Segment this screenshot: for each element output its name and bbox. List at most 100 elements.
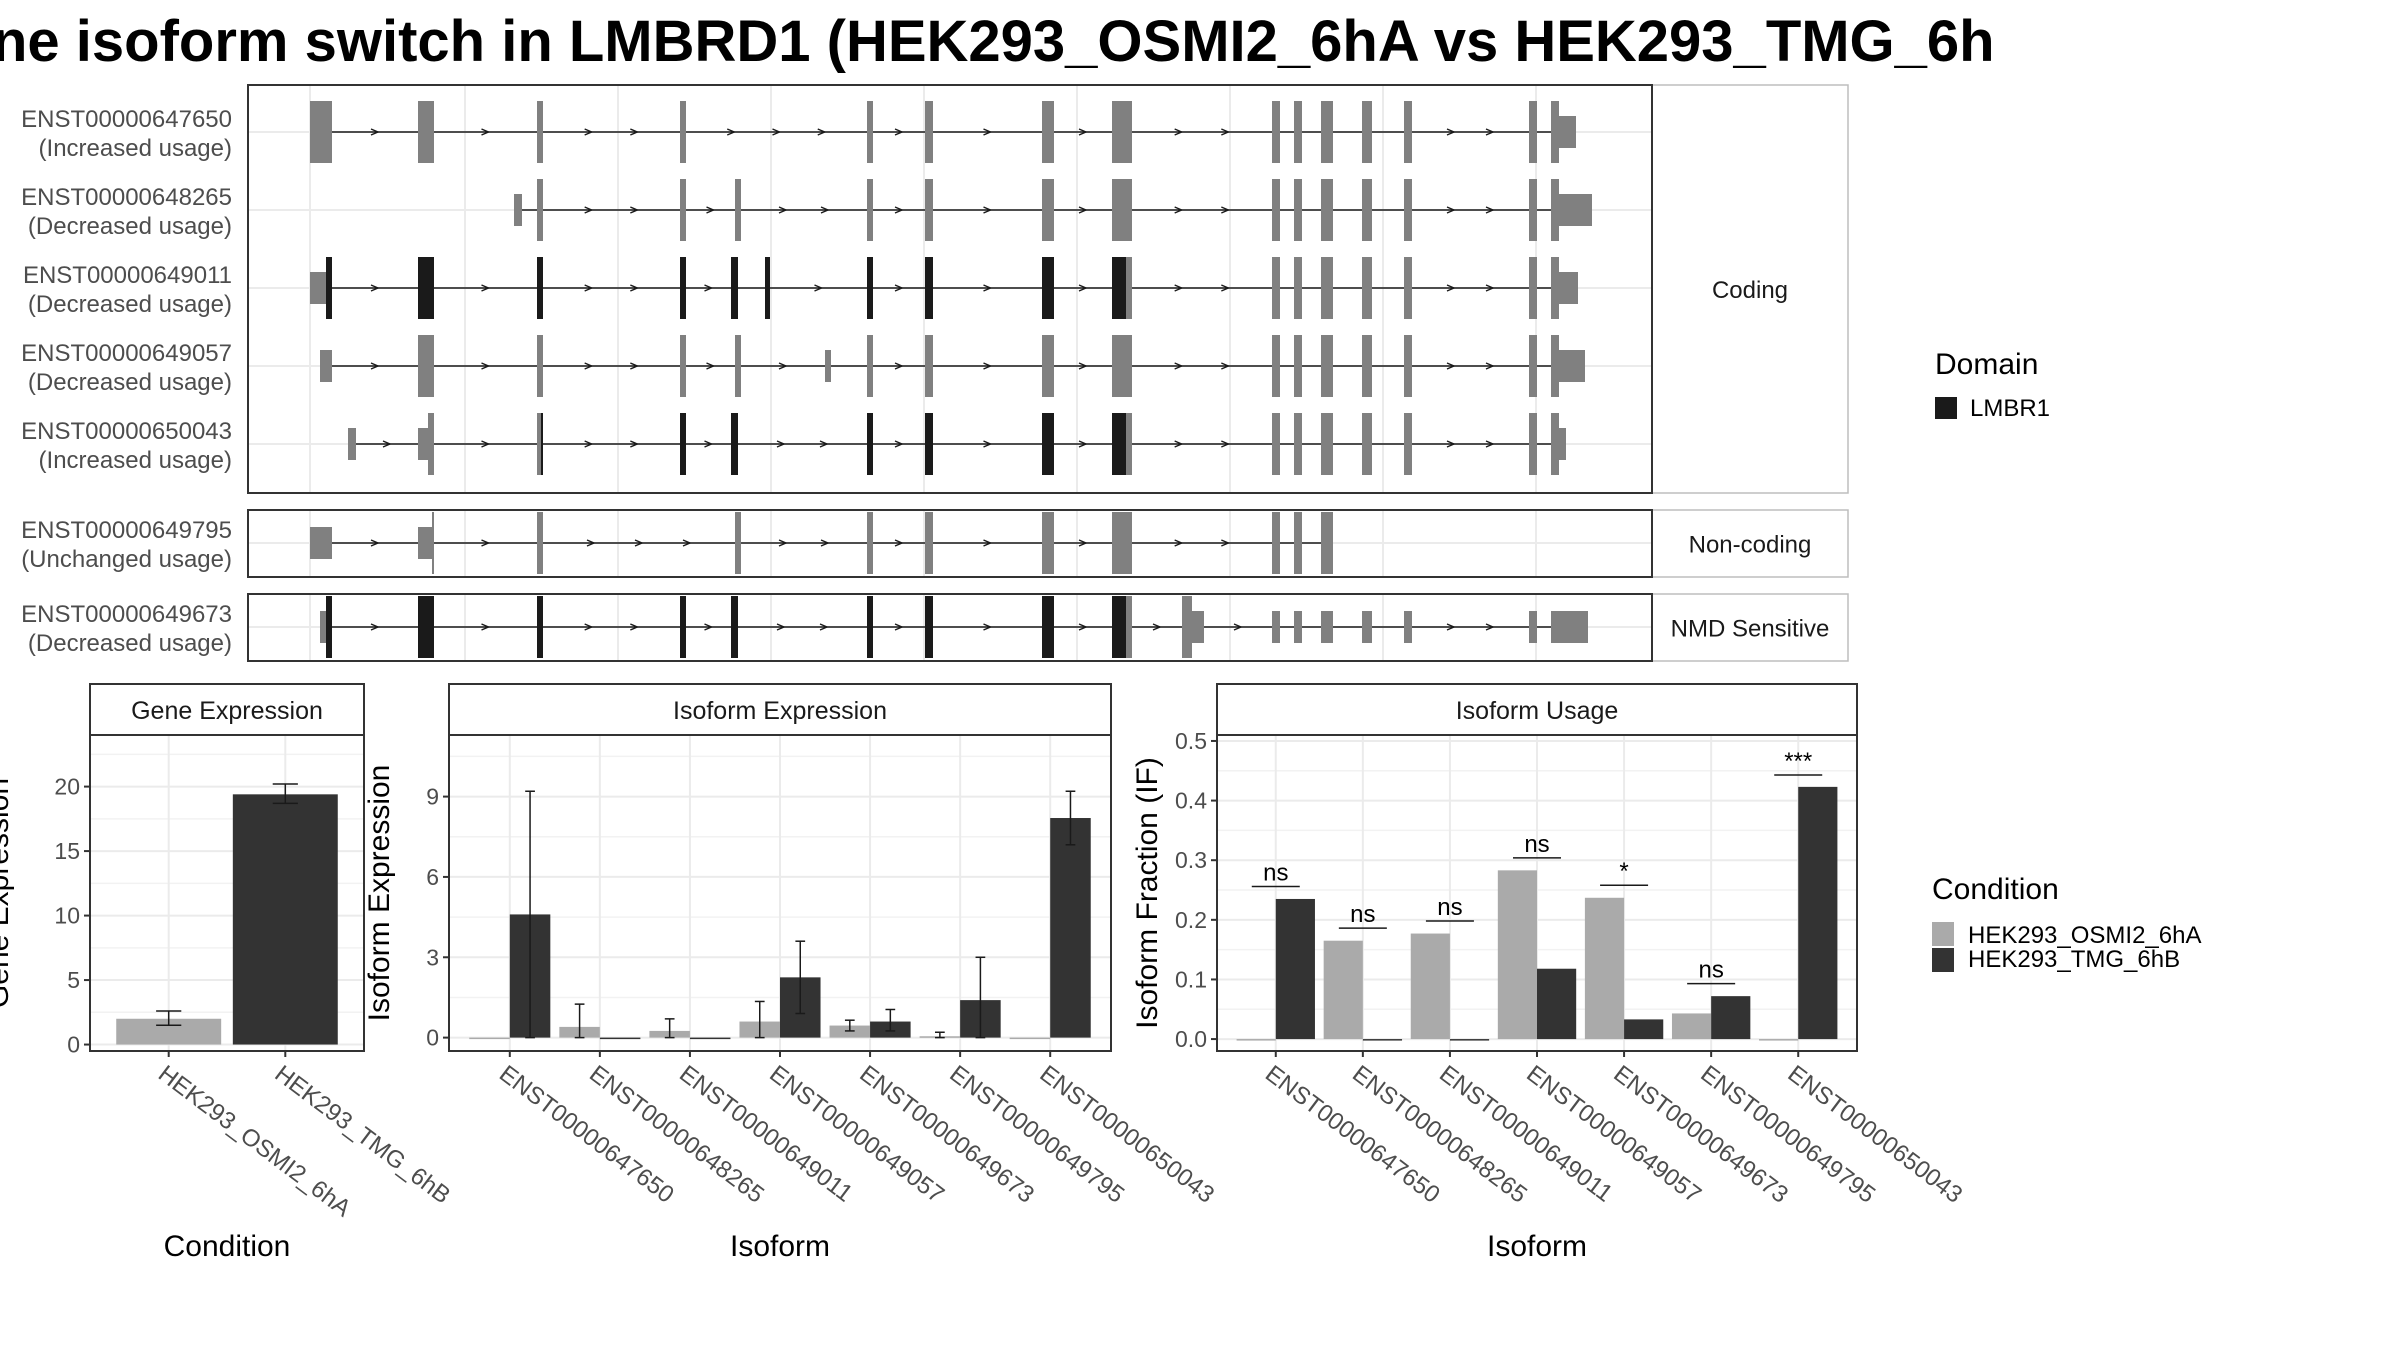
y-tick-label: 5: [67, 967, 80, 993]
y-tick-label: 10: [54, 903, 80, 929]
domain-legend-title: Domain: [1935, 348, 2038, 381]
intron-arrow: [1078, 539, 1088, 547]
domain-exon: [326, 596, 332, 658]
exon: [680, 335, 686, 397]
exon: [1362, 413, 1372, 475]
structure-panel-1: Non-coding ENST00000649795(Unchanged usag…: [21, 509, 1849, 578]
transcript-ENST00000650043: ENST00000650043(Increased usage): [21, 413, 1566, 475]
bar: [1410, 933, 1450, 1040]
chart-title: Isoform Usage: [1456, 697, 1619, 725]
intron-arrow: [1485, 362, 1495, 370]
intron-arrow: [682, 539, 692, 547]
bar: [599, 1037, 641, 1040]
domain-exon: [418, 257, 434, 319]
domain-legend-swatch: [1935, 397, 1957, 419]
exon: [1529, 179, 1537, 241]
exon: [1362, 257, 1372, 319]
intron-arrow: [481, 284, 491, 292]
exon: [1321, 179, 1333, 241]
intron-arrow: [1485, 440, 1495, 448]
panel-strip-label: Coding: [1712, 277, 1788, 304]
exon: [1272, 611, 1280, 643]
bar: [1449, 1039, 1490, 1041]
exon: [1529, 335, 1537, 397]
intron-arrow: [630, 206, 640, 214]
exon: [1272, 413, 1280, 475]
intron-arrow: [1446, 623, 1456, 631]
transcript-usage-label: (Decreased usage): [28, 630, 232, 657]
intron-arrow: [382, 440, 392, 448]
exon: [348, 428, 356, 460]
intron-arrow: [1174, 539, 1184, 547]
intron-arrow: [983, 128, 993, 136]
exon: [1551, 413, 1559, 475]
domain-exon: [867, 413, 873, 475]
exon: [1321, 413, 1333, 475]
transcript-id-label: ENST00000648265: [21, 184, 232, 211]
domain-exon: [418, 596, 434, 658]
page-title: ne isoform switch in LMBRD1 (HEK293_OSMI…: [0, 9, 1995, 74]
panel-strip: [1651, 593, 1849, 662]
y-tick-label: 15: [54, 838, 80, 864]
intron-arrow: [1221, 206, 1231, 214]
y-tick-label: 0.5: [1175, 728, 1207, 754]
transcript-ENST00000649057: ENST00000649057(Decreased usage): [21, 335, 1585, 397]
domain-exon: [867, 596, 873, 658]
exon: [1551, 179, 1559, 241]
exon: [1404, 179, 1412, 241]
bar: [1624, 1019, 1664, 1040]
intron-arrow: [1446, 362, 1456, 370]
transcript-id-label: ENST00000649011: [23, 262, 232, 289]
exon: [1529, 611, 1537, 643]
significance-label: ns: [1524, 831, 1549, 858]
exon: [867, 179, 873, 241]
transcript-usage-label: (Decreased usage): [28, 213, 232, 240]
intron-arrow: [726, 128, 737, 136]
panel-strip: [1651, 509, 1849, 578]
domain-exon: [541, 413, 543, 475]
intron-arrow: [1078, 623, 1088, 631]
intron-arrow: [894, 440, 904, 448]
transcript-id-label: ENST00000649057: [21, 340, 232, 367]
bar: [1275, 898, 1315, 1040]
exon: [537, 179, 543, 241]
intron-arrow: [1485, 128, 1495, 136]
domain-exon: [925, 596, 933, 658]
intron-arrow: [819, 440, 829, 448]
domain-exon: [326, 257, 332, 319]
exon: [418, 527, 432, 559]
domain-exon: [1112, 596, 1126, 658]
exon: [680, 101, 686, 163]
y-axis-title: Isoform Expression: [363, 765, 396, 1022]
bar: [1050, 818, 1091, 1038]
condition-legend-swatch: [1932, 948, 1954, 972]
transcript-ENST00000648265: ENST00000648265(Decreased usage): [21, 179, 1592, 241]
chart-title: Gene Expression: [131, 697, 323, 725]
bar: [232, 794, 338, 1045]
bar: [1671, 1013, 1712, 1040]
exon: [735, 179, 741, 241]
domain-exon: [731, 596, 738, 658]
exon: [1529, 413, 1537, 475]
bar: [1798, 786, 1838, 1040]
intron-arrow: [1485, 623, 1495, 631]
intron-arrow: [481, 539, 491, 547]
panel-strip: [1651, 84, 1849, 494]
exon: [1362, 179, 1372, 241]
exon: [1551, 335, 1559, 397]
significance-label: ns: [1350, 901, 1375, 928]
exon: [867, 101, 873, 163]
intron-arrow: [1485, 206, 1495, 214]
significance-label: ***: [1784, 748, 1812, 775]
intron-arrow: [586, 539, 596, 547]
exon: [1321, 611, 1333, 643]
chart-2: Isoform Usage 0.0 0.1 0.2 0.3 0.4 0.5 ns ns ns ns *…: [1131, 683, 1967, 1263]
intron-arrow: [894, 362, 904, 370]
chart-strip: [89, 683, 365, 736]
intron-arrow: [894, 206, 904, 214]
intron-arrow: [1446, 128, 1456, 136]
domain-legend: Domain LMBR1: [1935, 348, 2050, 422]
y-tick-label: 0.0: [1175, 1026, 1207, 1052]
